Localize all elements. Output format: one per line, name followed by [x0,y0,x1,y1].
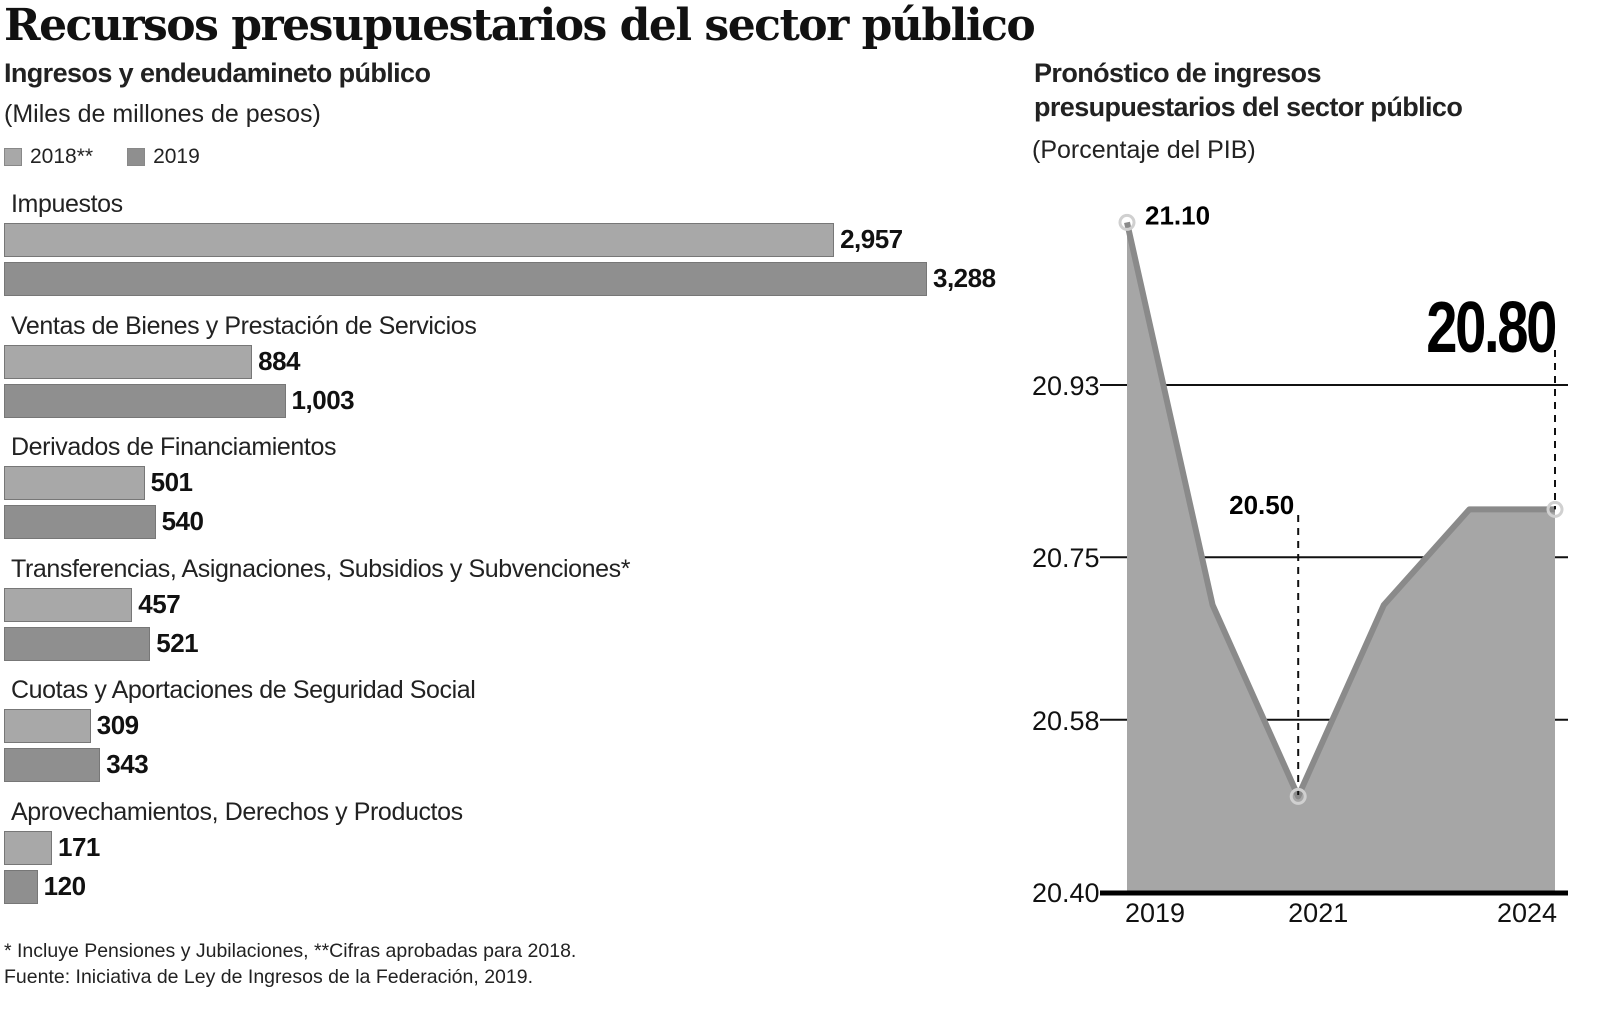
legend-item-2019: 2019 [127,145,200,169]
x-tick-label: 2024 [1497,898,1557,928]
legend-swatch-2018 [4,148,22,166]
category-label: Transferencias, Asignaciones, Subsidios … [11,554,631,583]
category-label: Derivados de Financiamientos [11,433,337,461]
category-label: Aprovechamientos, Derechos y Productos [11,797,463,826]
bar-2018 [4,344,253,379]
category-label: Ventas de Bienes y Prestación de Servici… [11,311,477,340]
bar-2019 [4,262,927,296]
bar-value-label: 120 [43,870,86,901]
legend-label-2018: 2018** [30,145,94,168]
area-chart-title-line1: Pronóstico de ingresos [1034,58,1321,88]
bar-2018 [4,223,835,257]
area-line [1124,221,1555,800]
bar-value-label: 309 [96,710,139,740]
bar-2018 [4,466,145,500]
bar-value-label: 457 [138,588,181,619]
bar-chart: Impuestos 2,957 3,288 Ventas de Bienes y Pr… [4,190,996,904]
y-tick-label: 20.75 [1032,543,1100,573]
peak-value-label: 21.10 [1145,200,1210,230]
area-fill [1127,222,1555,892]
highlight-value-label: 20.80 [1426,287,1555,367]
bar-value-label: 171 [58,831,100,862]
legend-swatch-2019 [127,148,146,166]
data-point-marker [1118,213,1136,231]
bar-chart-title: Ingresos y endeudamineto público [4,58,431,88]
legend-label-2019: 2019 [153,145,200,168]
footnote-source: Fuente: Iniciativa de Ley de Ingresos de… [4,966,534,988]
bar-2019 [4,869,38,904]
area-chart-unit: (Porcentaje del PIB) [1032,136,1256,164]
bar-value-label: 501 [150,467,193,497]
category-label: Impuestos [11,190,123,218]
bar-value-label: 540 [161,506,204,536]
bar-value-label: 2,957 [840,224,903,254]
bar-value-label: 1,003 [291,384,355,415]
legend-item-2018: 2018** [4,145,93,169]
bar-2018 [4,709,91,743]
y-tick-label: 20.58 [1032,706,1100,736]
bar-chart-unit: (Miles de millones de pesos) [4,100,321,128]
bar-2018 [4,587,133,622]
bar-2019 [4,505,156,539]
x-tick-label: 2019 [1125,898,1185,928]
bar-value-label: 521 [156,627,199,658]
bar-2019 [4,626,151,661]
footnote-notes: * Incluye Pensiones y Jubilaciones, **Ci… [4,940,577,962]
y-tick-label: 20.93 [1032,371,1100,401]
trough-value-label: 20.50 [1229,490,1294,520]
bar-chart-legend: 2018** 2019 [4,145,234,169]
y-tick-label: 20.40 [1032,878,1100,908]
data-point-marker [1289,787,1307,805]
bar-value-label: 3,288 [933,263,996,293]
bar-2019 [4,748,101,782]
bar-value-label: 343 [106,749,149,779]
bar-value-label: 884 [258,345,301,376]
category-label: Cuotas y Aportaciones de Seguridad Socia… [11,676,476,704]
x-tick-label: 2021 [1288,898,1348,928]
data-point-marker [1546,500,1564,518]
bar-2019 [4,383,286,418]
bar-2018 [4,830,52,865]
main-title: Recursos presupuestarios del sector públ… [4,0,1036,51]
area-chart-title-line2: presupuestarios del sector público [1034,92,1463,122]
